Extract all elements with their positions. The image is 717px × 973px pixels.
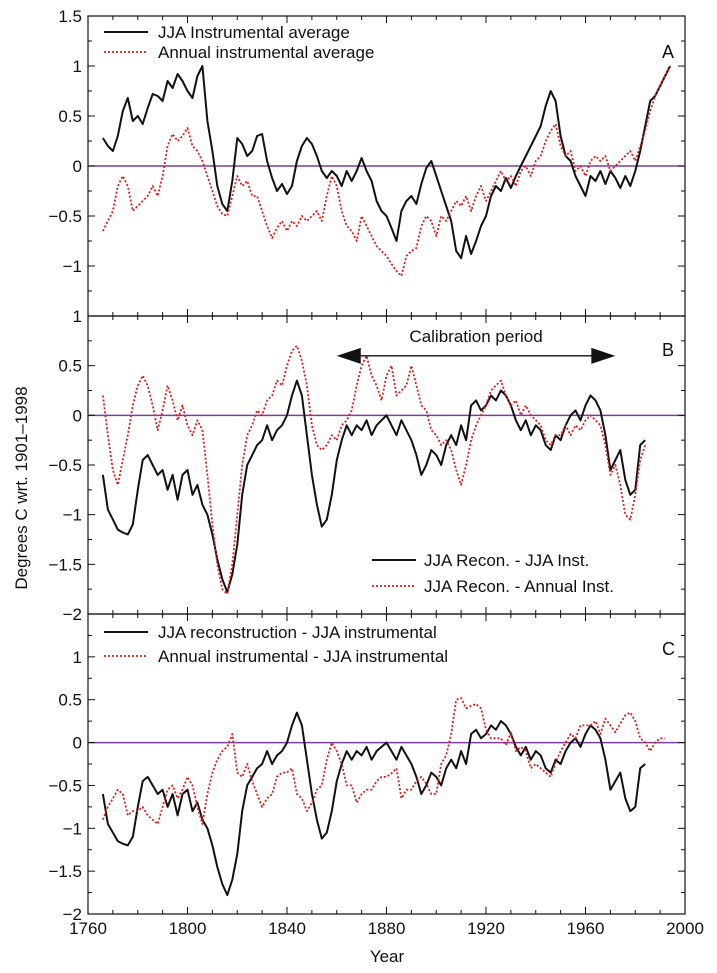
calibration-label: Calibration period xyxy=(409,327,542,346)
y-tick-label: −1.5 xyxy=(48,555,82,574)
legend: JJA Recon. - JJA Inst. JJA Recon. - Annua… xyxy=(372,551,614,596)
series-line-solid xyxy=(102,65,671,259)
series-line-dotted xyxy=(102,697,666,825)
legend: JJA reconstruction - JJA instrumental Ann… xyxy=(104,623,448,666)
x-tick-label: 2000 xyxy=(666,919,704,938)
y-tick-label: 0.5 xyxy=(58,691,82,710)
y-tick-label: −2 xyxy=(63,605,82,624)
calibration-annotation: Calibration period xyxy=(336,327,616,364)
series-line-solid xyxy=(101,379,646,594)
legend-label: JJA Instrumental average xyxy=(158,23,350,42)
x-tick-label: 1840 xyxy=(268,919,306,938)
y-tick-label: 0.5 xyxy=(58,357,82,376)
y-tick-label: −1.5 xyxy=(48,862,82,881)
y-tick-label: −2 xyxy=(63,905,82,924)
panel-letter: A xyxy=(662,42,674,62)
y-tick-label: 1 xyxy=(73,307,82,326)
y-tick-label: −0.5 xyxy=(48,456,82,475)
y-tick-label: 1 xyxy=(73,57,82,76)
y-tick-label: −1 xyxy=(63,506,82,525)
panel-a: −1 −0.5 0 0.5 1 1.5 JJA Instrumental averageAn… xyxy=(48,7,686,317)
x-tick-label: 1760 xyxy=(69,919,107,938)
y-tick-label: −1 xyxy=(63,819,82,838)
y-tick-label: 1 xyxy=(73,648,82,667)
legend-label: JJA Recon. - JJA Inst. xyxy=(424,551,589,570)
y-tick-label: −1 xyxy=(63,257,82,276)
panel-letter: B xyxy=(662,340,674,360)
x-tick-label: 1880 xyxy=(368,919,406,938)
panel-c: −2 −1.5 −1 −0.5 0 0.5 1 JJA reconstruction - JJ… xyxy=(48,613,686,924)
calibration-arrow-left xyxy=(336,347,361,364)
x-tick-label: 1800 xyxy=(169,919,207,938)
x-axis-title: Year xyxy=(370,947,405,966)
y-tick-label: 0 xyxy=(73,734,82,753)
y-tick-label: −0.5 xyxy=(48,776,82,795)
series-line-dotted xyxy=(102,344,647,595)
legend-label: JJA reconstruction - JJA instrumental xyxy=(158,623,437,642)
y-tick-label: 0 xyxy=(73,406,82,425)
calibration-arrow-right xyxy=(591,347,616,364)
y-tick-label: 1.5 xyxy=(58,7,82,26)
x-tick-label: 1960 xyxy=(567,919,605,938)
legend-label: Annual instrumental average xyxy=(158,43,374,62)
legend-label: Annual instrumental - JJA instrumental xyxy=(158,647,448,666)
y-tick-label: −0.5 xyxy=(48,207,82,226)
panel-letter: C xyxy=(662,639,675,659)
y-tick-label: 0 xyxy=(73,157,82,176)
y-axis-title: Degrees C wrt. 1901–1998 xyxy=(12,386,31,589)
legend-label: JJA Recon. - Annual Inst. xyxy=(424,577,614,596)
series-line-solid xyxy=(101,711,646,897)
x-axis: 1760 1800 1840 1880 1920 1960 2000 xyxy=(69,919,704,938)
x-tick-label: 1920 xyxy=(467,919,505,938)
y-tick-label: 0.5 xyxy=(58,107,82,126)
series-line-dotted xyxy=(102,65,671,277)
